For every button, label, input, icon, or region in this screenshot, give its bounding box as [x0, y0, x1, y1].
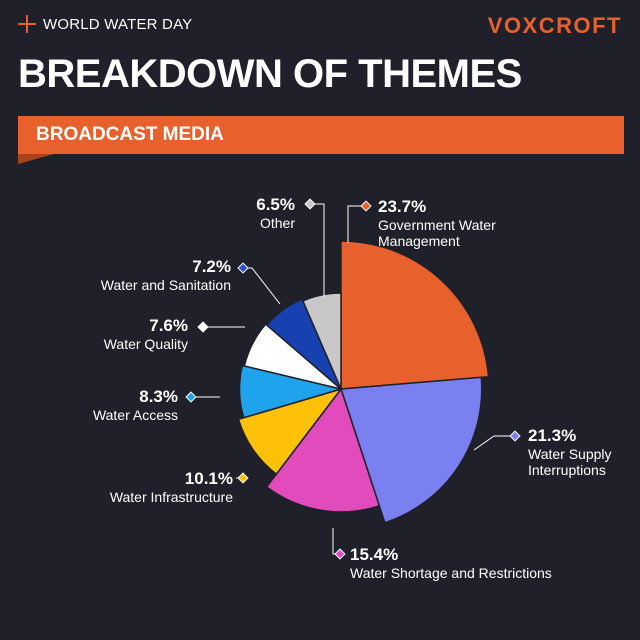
data-label-percent: 23.7%	[378, 197, 426, 216]
data-label-percent: 7.2%	[192, 257, 231, 276]
data-label-percent: 7.6%	[149, 316, 188, 335]
data-label-percent: 10.1%	[185, 469, 233, 488]
legend-diamond-marker	[237, 262, 249, 274]
banner-tail	[18, 154, 54, 164]
data-label-category: Interruptions	[528, 462, 606, 478]
legend-diamond-marker	[334, 548, 346, 560]
data-label-percent: 8.3%	[139, 387, 178, 406]
data-label-category: Management	[378, 233, 460, 249]
plus-icon	[18, 15, 36, 33]
data-label-percent: 21.3%	[528, 426, 576, 445]
top-bar: WORLD WATER DAY	[18, 15, 192, 33]
data-label-category: Water Shortage and Restrictions	[350, 565, 552, 581]
data-label-category: Other	[260, 215, 295, 231]
legend-diamond-marker	[360, 200, 372, 212]
leader-line	[347, 205, 366, 243]
event-kicker: WORLD WATER DAY	[43, 15, 193, 33]
pie-slice-water-access	[238, 364, 344, 419]
section-banner-label: BROADCAST MEDIA	[36, 124, 224, 145]
legend-diamond-marker	[304, 198, 316, 210]
data-label-category: Water Access	[93, 407, 178, 423]
pie-slice-water-supply-interruptions	[339, 376, 483, 524]
data-label-category: Government Water	[378, 217, 496, 233]
brand-logo: VOXCROFT	[487, 13, 622, 38]
data-label-category: Water and Sanitation	[101, 277, 231, 293]
pie-slice-government-water-management	[340, 240, 490, 390]
legend-diamond-marker	[197, 321, 209, 333]
pie-slice-water-and-sanitation	[265, 297, 342, 390]
leader-line	[473, 435, 515, 451]
section-banner: BROADCAST MEDIA	[18, 116, 624, 154]
legend-diamond-marker	[185, 391, 197, 403]
leader-line	[243, 267, 281, 305]
pie-slice-other	[301, 292, 342, 390]
data-label-category: Water Supply	[528, 446, 612, 462]
data-label-percent: 6.5%	[256, 195, 295, 214]
legend-diamond-marker	[509, 430, 521, 442]
pie-slice-water-shortage-and-restrictions	[265, 387, 381, 513]
data-label-percent: 15.4%	[350, 545, 398, 564]
leader-line	[310, 203, 325, 297]
page-title: BREAKDOWN OF THEMES	[18, 52, 522, 96]
data-label-category: Water Quality	[104, 336, 188, 352]
data-label-category: Water Infrastructure	[110, 489, 233, 505]
pie-slice-water-quality	[243, 323, 342, 390]
legend-diamond-marker	[237, 472, 249, 484]
pie-slice-water-infrastructure	[237, 387, 343, 476]
